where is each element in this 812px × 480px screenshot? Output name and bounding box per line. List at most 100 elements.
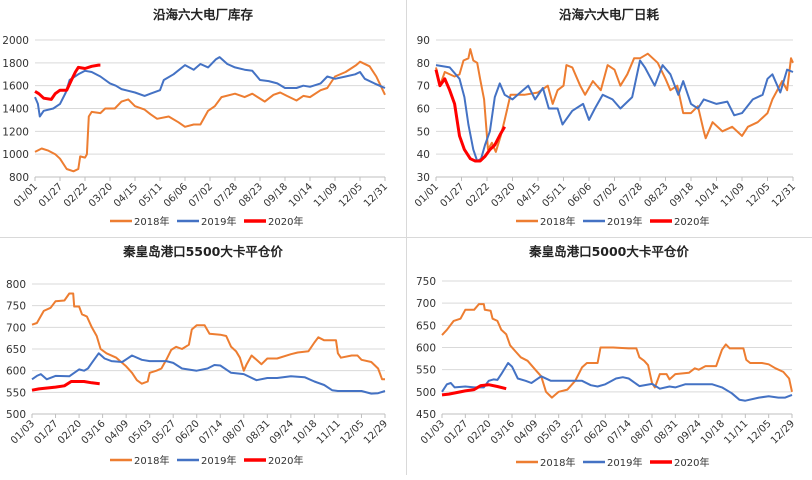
x-tick-label: 12/05	[746, 418, 774, 446]
x-tick-label: 01/01	[12, 181, 40, 209]
y-tick-label: 1800	[2, 58, 29, 70]
x-tick-label: 01/01	[413, 181, 441, 209]
x-tick-label: 06/20	[174, 418, 202, 446]
y-tick-label: 70	[417, 81, 430, 93]
x-tick-label: 03/20	[489, 181, 517, 209]
legend-label: 2018年	[540, 456, 575, 469]
x-tick-label: 10/14	[287, 181, 315, 209]
x-tick-label: 08/23	[237, 181, 265, 209]
x-tick-label: 07/02	[591, 181, 619, 209]
series-line-2020	[434, 69, 506, 163]
x-tick-label: 10/18	[291, 418, 319, 446]
x-tick-label: 12/05	[744, 181, 772, 209]
chart-qhd-5000-price: 秦皇岛港口5000大卡平仓价 450 500 550 600 650 700 750 01/03…	[406, 237, 812, 474]
y-tick-label: 90	[417, 35, 430, 47]
x-tick-label: 03/16	[489, 418, 517, 446]
x-tick-label: 04/09	[103, 418, 131, 446]
x-tick-label: 09/24	[268, 418, 296, 446]
series-line-2018	[435, 48, 794, 153]
series-line-2018	[34, 60, 386, 173]
x-tick-label: 02/22	[62, 181, 90, 209]
y-tick-label: 700	[6, 322, 26, 334]
chart-svg: 秦皇岛港口5000大卡平仓价 450 500 550 600 650 700 750 01/03…	[416, 244, 797, 469]
x-tick-label: 12/05	[338, 418, 366, 446]
x-tick-label: 05/11	[540, 181, 568, 209]
y-tick-label: 600	[6, 366, 26, 378]
legend-label: 2020年	[268, 454, 303, 467]
x-tick-label: 05/27	[150, 418, 178, 446]
chart-svg: 沿海六大电厂库存 800 1000 1200 1400 1600 1800 2000 01/01…	[2, 7, 390, 228]
x-tick-label: 03/20	[87, 181, 115, 209]
chart-svg: 沿海六大电厂日耗 30 40 50 60 70 80 90 01/0101/2702/2203/…	[413, 7, 798, 228]
x-tick-label: 09/24	[676, 418, 704, 446]
y-tick-label: 50	[417, 126, 430, 138]
x-tick-label: 07/28	[617, 181, 645, 209]
legend-label: 2019年	[201, 454, 236, 467]
y-tick-label: 650	[6, 344, 26, 356]
y-tick-label: 1400	[2, 104, 29, 116]
x-tick-label: 05/03	[536, 418, 564, 446]
x-tick-label: 08/23	[642, 181, 670, 209]
y-tick-label: 550	[416, 365, 436, 377]
x-tick-label: 12/31	[770, 181, 798, 209]
series-line-2020	[31, 380, 100, 392]
x-tick-label: 11/11	[722, 418, 750, 446]
x-tick-label: 09/18	[262, 181, 290, 209]
x-tick-label: 12/31	[362, 181, 390, 209]
y-tick-label: 650	[416, 320, 436, 332]
x-tick-label: 01/27	[442, 418, 470, 446]
x-tick-label: 08/31	[652, 418, 680, 446]
y-tick-label: 500	[6, 409, 26, 421]
series-line-2020	[34, 63, 101, 101]
legend-label: 2020年	[674, 456, 709, 469]
legend-label: 2019年	[201, 215, 236, 228]
x-tick-label: 06/06	[162, 181, 190, 209]
x-tick-label: 11/09	[312, 181, 340, 209]
y-tick-label: 500	[416, 387, 436, 399]
x-tick-label: 02/20	[56, 418, 84, 446]
y-tick-label: 1600	[2, 81, 29, 93]
x-tick-label: 02/20	[466, 418, 494, 446]
x-tick-label: 05/27	[559, 418, 587, 446]
x-tick-label: 07/14	[197, 418, 225, 446]
y-tick-label: 600	[416, 343, 436, 355]
x-tick-label: 09/18	[668, 181, 696, 209]
x-tick-label: 10/14	[693, 181, 721, 209]
x-tick-label: 05/03	[127, 418, 155, 446]
x-tick-label: 07/14	[606, 418, 634, 446]
x-tick-label: 11/11	[315, 418, 343, 446]
chart-coastal-power-plant-inventory: 沿海六大电厂库存 800 1000 1200 1400 1600 1800 2000 01/01…	[0, 0, 406, 237]
x-tick-label: 01/27	[438, 181, 466, 209]
y-tick-label: 40	[417, 149, 430, 161]
y-tick-label: 60	[417, 104, 430, 116]
x-tick-label: 08/07	[629, 418, 657, 446]
series-line-2018	[31, 292, 385, 385]
legend-label: 2019年	[607, 456, 642, 469]
x-tick-label: 05/11	[137, 181, 165, 209]
panel-divider-horizontal	[0, 237, 812, 238]
series-line-2019	[435, 59, 794, 162]
x-tick-label: 12/29	[769, 418, 797, 446]
chart-title: 秦皇岛港口5000大卡平仓价	[528, 244, 689, 259]
y-tick-label: 800	[6, 279, 26, 291]
y-tick-label: 700	[416, 298, 436, 310]
x-tick-label: 01/27	[32, 418, 60, 446]
x-tick-label: 12/29	[362, 418, 390, 446]
y-tick-label: 1000	[2, 149, 29, 161]
legend-label: 2018年	[540, 215, 575, 228]
x-tick-label: 08/07	[221, 418, 249, 446]
x-tick-label: 12/05	[337, 181, 365, 209]
x-tick-label: 01/03	[419, 418, 447, 446]
x-tick-label: 04/09	[512, 418, 540, 446]
legend-label: 2020年	[674, 215, 709, 228]
series-line-2019	[34, 56, 386, 118]
chart-coastal-power-plant-daily-consumption: 沿海六大电厂日耗 30 40 50 60 70 80 90 01/01 01/27 02/22 03/…	[406, 0, 812, 237]
x-tick-label: 11/09	[719, 181, 747, 209]
x-tick-label: 10/18	[699, 418, 727, 446]
y-tick-label: 550	[6, 387, 26, 399]
x-tick-label: 01/27	[37, 181, 65, 209]
x-tick-label: 06/06	[566, 181, 594, 209]
x-tick-label: 02/22	[464, 181, 492, 209]
y-tick-label: 750	[6, 301, 26, 313]
chart-qhd-5500-price: 秦皇岛港口5500大卡平仓价 500 550 600 650 700 750 800 01/03…	[0, 237, 406, 474]
